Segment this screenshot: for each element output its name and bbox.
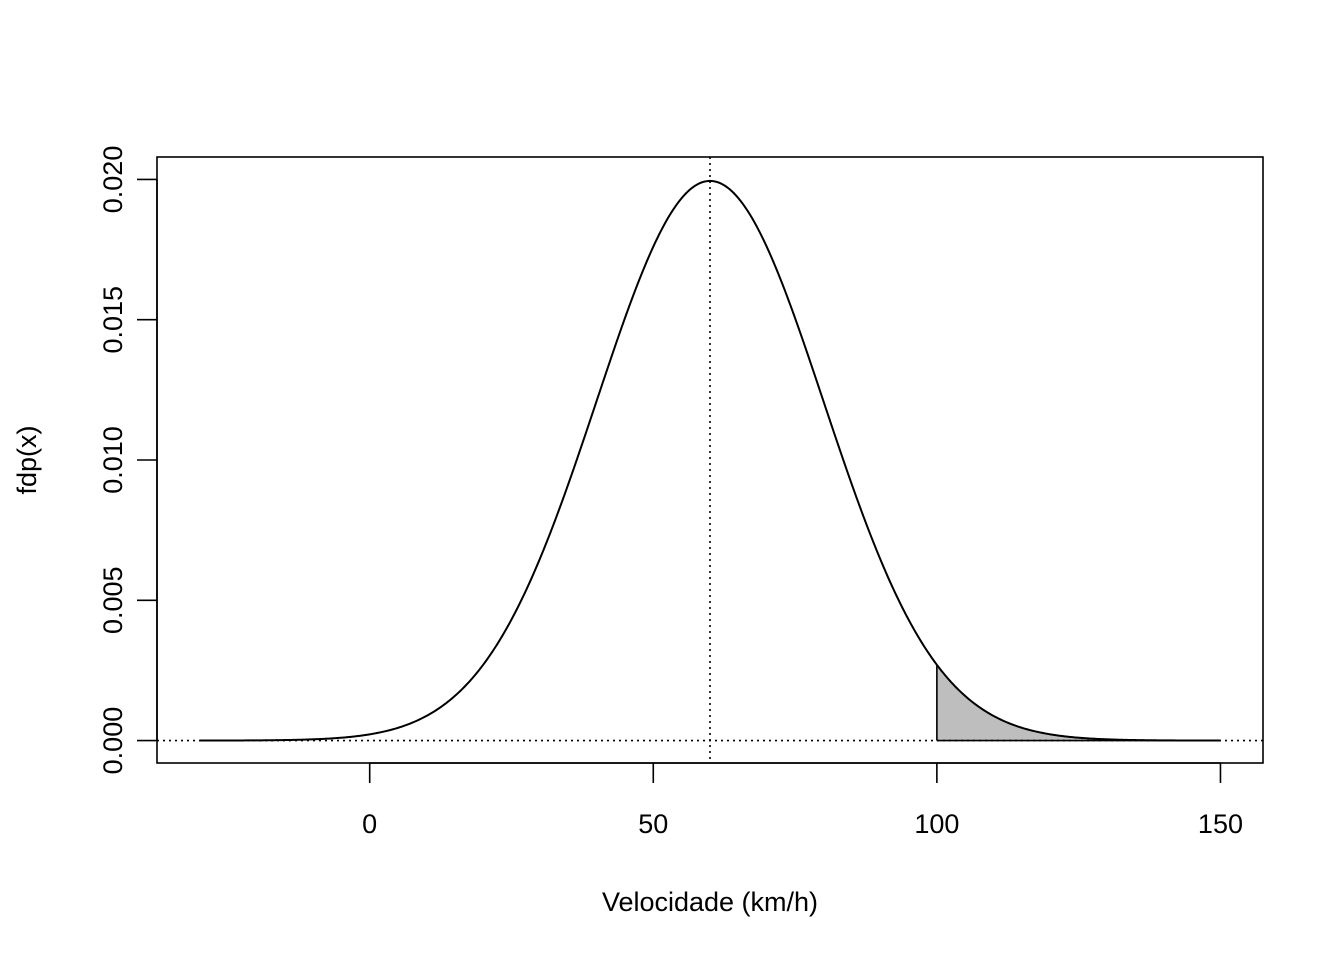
x-tick-label: 150 [1198,809,1243,839]
y-tick-label: 0.005 [98,566,128,634]
x-tick-label: 50 [638,809,668,839]
y-tick-label: 0.000 [98,707,128,775]
x-tick-label: 0 [362,809,377,839]
y-tick-label: 0.015 [98,286,128,354]
y-tick-label: 0.010 [98,426,128,494]
shaded-tail-area [936,664,1221,741]
y-tick-label: 0.020 [98,146,128,214]
density-curve [199,179,1221,742]
plot-layer [157,157,1263,763]
x-tick-label: 100 [914,809,959,839]
y-axis: 0.000 0.005 0.010 0.015 0.020 [98,146,158,775]
x-axis: 0 50 100 150 [362,762,1243,839]
x-axis-title: Velocidade (km/h) [602,887,818,917]
y-axis-title: fdp(x) [12,425,42,494]
